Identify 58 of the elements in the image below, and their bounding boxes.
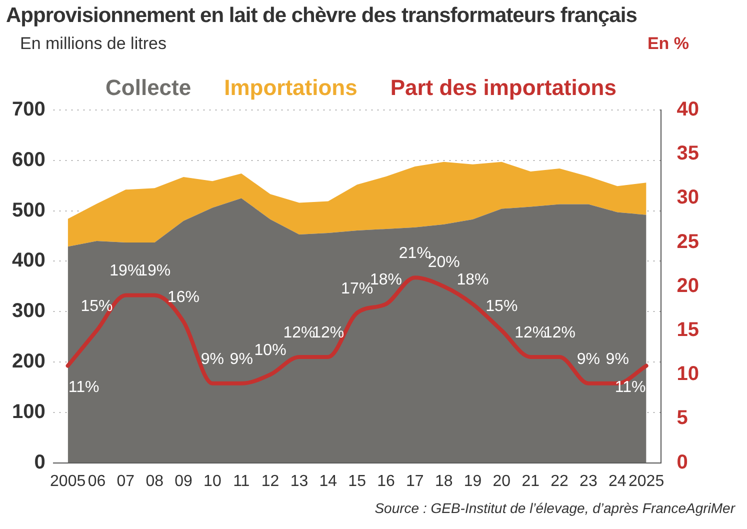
data-label: 9%: [606, 350, 629, 368]
x-tick-label: 09: [174, 472, 193, 490]
data-label: 9%: [230, 350, 253, 368]
x-tick-label: 23: [580, 472, 598, 490]
x-tick-label: 24: [608, 472, 626, 490]
data-label: 9%: [576, 350, 600, 368]
x-tick-label: 12: [261, 472, 280, 490]
x-tick-label: 13: [290, 472, 308, 490]
y2-tick-label: 5: [676, 407, 688, 430]
text: Importations: [224, 75, 358, 100]
data-label: 15%: [80, 298, 113, 315]
x-tick-label: 14: [319, 472, 338, 490]
source-note: Source : GEB-Institut de l’élevage, d’après FranceAgriMer: [374, 500, 735, 516]
x-tick-label: 18: [434, 472, 453, 490]
x-tick-label: 22: [550, 472, 569, 490]
y2-tick-label: 10: [676, 363, 700, 386]
x-tick-label: 11: [233, 472, 250, 490]
y-tick-label: 200: [12, 350, 46, 373]
data-label: 10%: [254, 342, 286, 360]
y2-tick-label: 25: [676, 230, 700, 253]
y2-tick-label: 20: [676, 274, 700, 297]
y-tick-label: 600: [12, 148, 46, 171]
x-tick-label: 21: [522, 472, 540, 490]
y2-tick-label: 15: [676, 319, 700, 342]
y2-tick-label: 40: [676, 98, 700, 121]
x-tick-label: 20: [492, 472, 511, 490]
y-tick-label: 300: [12, 300, 46, 322]
x-tick-label: 16: [377, 472, 395, 490]
chart-title: Approvisionnement en lait de chèvre des transformateurs français: [6, 4, 637, 28]
data-label: 18%: [456, 271, 489, 288]
y-tick-label: 400: [12, 250, 46, 272]
x-tick-label: 07: [116, 472, 135, 490]
x-tick-label: 10: [204, 472, 222, 490]
data-label: 16%: [168, 289, 200, 306]
y-tick-label: 700: [12, 98, 46, 121]
y2-axis-title: En %: [647, 34, 689, 54]
y-axis-title: En millions de litres: [20, 34, 166, 54]
text: Part des importations: [390, 75, 616, 100]
text: Collecte: [106, 75, 192, 100]
x-tick-label: 2005: [50, 472, 86, 490]
data-label: 9%: [200, 350, 224, 368]
y2-tick-label: 30: [676, 186, 700, 209]
data-label: 21%: [398, 244, 431, 262]
y-tick-label: 0: [34, 451, 46, 474]
y-tick-label: 500: [12, 199, 46, 222]
x-tick-label: 19: [464, 472, 482, 490]
x-tick-label: 06: [88, 472, 106, 490]
data-label: 15%: [486, 298, 518, 315]
data-label: 17%: [341, 280, 374, 298]
x-tick-label: 15: [348, 472, 366, 490]
data-label: 11%: [614, 379, 646, 396]
x-tick-label: 17: [406, 472, 424, 490]
x-tick-label: 08: [146, 472, 164, 490]
y-tick-label: 100: [12, 400, 46, 423]
y2-tick-label: 0: [676, 451, 688, 474]
y2-tick-label: 35: [676, 142, 700, 165]
x-tick-label: 2025: [628, 472, 664, 490]
data-label: 11%: [68, 379, 100, 396]
